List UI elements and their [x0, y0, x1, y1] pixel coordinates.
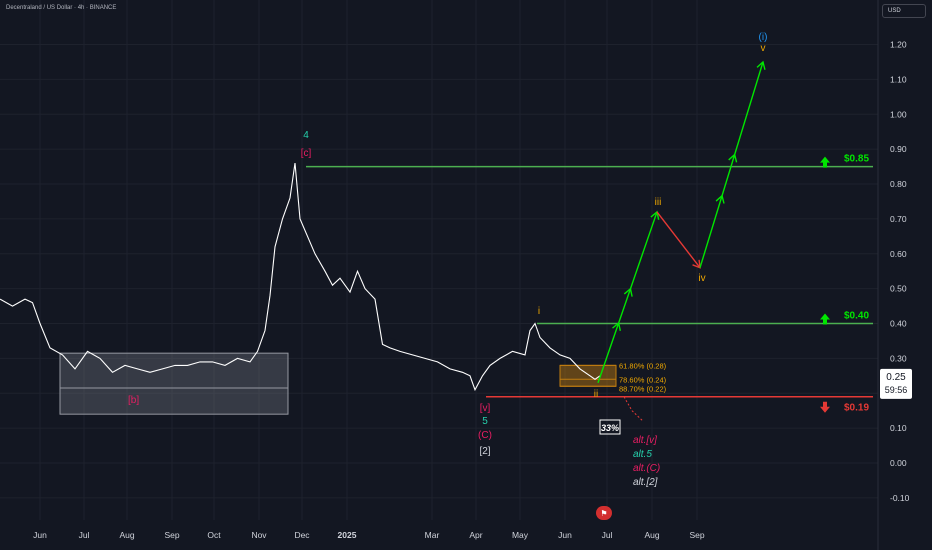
- y-tick-label: 0.70: [890, 214, 907, 224]
- y-tick-label: 0.40: [890, 319, 907, 329]
- y-tick-label: 1.20: [890, 40, 907, 50]
- y-tick-label: 0.60: [890, 249, 907, 259]
- chart-title: Decentraland / US Dollar · 4h · BINANCE: [6, 5, 117, 11]
- wave-label: [v]: [480, 403, 491, 414]
- y-tick-label: -0.10: [890, 493, 910, 503]
- arrow-down-icon: [820, 401, 830, 413]
- fib-label: 61.80% (0.28): [619, 361, 667, 370]
- x-tick-label: Jun: [33, 530, 47, 540]
- y-tick-label: 0.00: [890, 458, 907, 468]
- wave-label: v: [761, 43, 766, 54]
- current-price-badge: [880, 368, 912, 399]
- event-flag-icon: ⚑: [600, 509, 607, 518]
- range-box-label: [b]: [128, 395, 139, 406]
- x-tick-label: Sep: [164, 530, 179, 540]
- level-label-upper: $0.85: [844, 154, 869, 165]
- currency-button[interactable]: USD: [882, 4, 926, 18]
- probability-label: 33%: [601, 423, 619, 433]
- y-tick-label: 0.80: [890, 179, 907, 189]
- projection-arrowhead: [715, 194, 725, 204]
- projection-segment: [656, 211, 701, 269]
- x-tick-label: Aug: [644, 530, 659, 540]
- wave-label: [2]: [479, 446, 490, 457]
- y-tick-label: 0.10: [890, 423, 907, 433]
- y-tick-label: 0.90: [890, 144, 907, 154]
- wave-label: ii: [594, 389, 598, 400]
- projection-segment: [597, 211, 658, 384]
- wave-label: [c]: [301, 148, 312, 159]
- alt-path: [623, 396, 644, 422]
- wave-label: (C): [478, 430, 492, 441]
- x-tick-label: Aug: [119, 530, 134, 540]
- y-tick-label: 1.10: [890, 74, 907, 84]
- event-marker-icon: [596, 506, 612, 520]
- alt-label: alt.(C): [633, 463, 660, 474]
- projection-arrowhead: [756, 60, 766, 70]
- probability-box: [599, 419, 621, 435]
- wave-label: (i): [759, 32, 768, 43]
- x-tick-label: May: [512, 530, 529, 540]
- x-tick-label: Dec: [294, 530, 310, 540]
- wave-label: 5: [482, 416, 488, 427]
- x-tick-label: Nov: [251, 530, 267, 540]
- projection-arrowhead: [612, 321, 621, 331]
- level-label-middle: $0.40: [844, 311, 869, 322]
- level-label-lower: $0.19: [844, 403, 869, 414]
- fib-box: [559, 364, 617, 387]
- alt-label: alt.5: [633, 449, 652, 460]
- projection-arrowhead: [728, 153, 738, 163]
- wave-label: iv: [698, 273, 705, 284]
- x-tick-label: Oct: [207, 530, 221, 540]
- projection-arrowhead: [623, 287, 633, 297]
- x-tick-label: Jul: [79, 530, 90, 540]
- x-tick-label: Sep: [689, 530, 704, 540]
- price-line: [0, 163, 601, 392]
- arrow-up-icon: [820, 313, 830, 325]
- y-tick-label: 0.50: [890, 284, 907, 294]
- current-price-label: 0.25: [886, 372, 906, 383]
- x-tick-label: Jul: [602, 530, 613, 540]
- x-tick-label: Jun: [558, 530, 572, 540]
- alt-label: alt.[v]: [633, 435, 657, 446]
- wave-label: iii: [655, 197, 662, 208]
- arrow-up-icon: [820, 156, 830, 168]
- x-tick-label: 2025: [338, 530, 357, 540]
- x-tick-label: Apr: [469, 530, 482, 540]
- projection-segment: [699, 61, 764, 268]
- wave-label: 4: [303, 130, 309, 141]
- wave-label: i: [538, 306, 540, 317]
- alt-label: alt.[2]: [633, 477, 658, 488]
- fib-label: 88.70% (0.22): [619, 384, 667, 393]
- y-tick-label: 0.30: [890, 353, 907, 363]
- current-price-timer: 59:56: [885, 385, 908, 395]
- range-box: [59, 352, 289, 415]
- x-tick-label: Mar: [425, 530, 440, 540]
- y-tick-label: 1.00: [890, 109, 907, 119]
- fib-label: 78.60% (0.24): [619, 375, 667, 384]
